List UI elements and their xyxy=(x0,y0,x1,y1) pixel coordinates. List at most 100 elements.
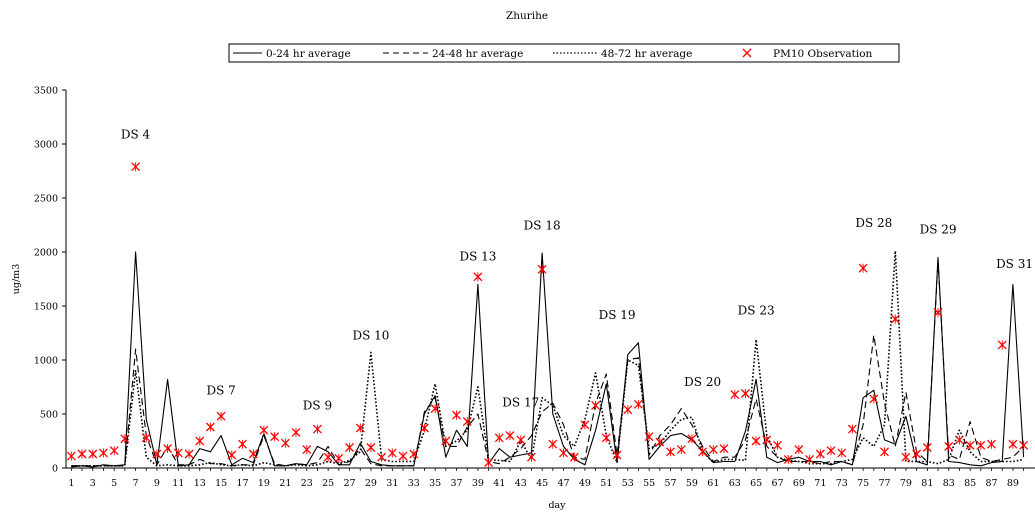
pm10-observation-point xyxy=(280,438,290,448)
pm10-observation-point xyxy=(216,411,226,421)
x-tick-label: 53 xyxy=(622,478,634,489)
observation-markers xyxy=(66,162,1029,468)
dust-storm-label: DS 4 xyxy=(121,128,151,142)
pm10-observation-point xyxy=(195,436,205,446)
x-tick-label: 29 xyxy=(365,478,377,489)
legend-label-48-72: 48-72 hr average xyxy=(601,48,692,60)
series-line-48-72-hr-average xyxy=(71,250,1024,467)
pm10-observation-point xyxy=(131,162,141,172)
pm10-observation-point xyxy=(462,417,472,427)
pm10-observation-point xyxy=(173,448,183,458)
x-tick-label: 89 xyxy=(1007,478,1019,489)
x-axis-title: day xyxy=(548,500,566,511)
pm10-observation-point xyxy=(869,394,879,404)
series-lines xyxy=(71,250,1025,468)
x-tick-label: 57 xyxy=(665,478,677,489)
x-tick-label: 55 xyxy=(643,478,655,489)
series-line-24-48-hr-average xyxy=(71,260,1024,467)
x-tick-label: 83 xyxy=(943,478,955,489)
pm10-observation-point xyxy=(751,436,761,446)
pm10-observation-point xyxy=(527,452,536,462)
pm10-observation-point xyxy=(933,308,943,317)
x-tick-label: 13 xyxy=(194,478,206,489)
pm10-observation-point xyxy=(623,405,633,415)
pm10-observation-point xyxy=(666,447,675,457)
pm10-observation-point xyxy=(355,423,365,433)
pm10-observation-point xyxy=(516,435,526,445)
pm10-observation-point xyxy=(783,454,793,464)
x-tick-label: 37 xyxy=(451,478,463,489)
pm10-observation-point xyxy=(912,449,922,459)
pm10-observation-point xyxy=(612,450,622,460)
pm10-observation-point xyxy=(773,440,782,450)
pm10-observation-point xyxy=(270,432,280,442)
dust-storm-label: DS 17 xyxy=(502,395,539,409)
pm10-observation-point xyxy=(302,445,312,455)
x-tick-label: 75 xyxy=(857,478,869,489)
pm10-observation-point xyxy=(66,451,76,461)
pm10-observation-point xyxy=(826,446,836,456)
pm10-observation-point xyxy=(762,435,772,445)
dust-storm-label: DS 13 xyxy=(459,250,496,264)
x-tick-label: 59 xyxy=(686,478,698,489)
pm10-observation-point xyxy=(537,264,547,274)
pm10-observation-point xyxy=(312,424,322,434)
x-tick-label: 9 xyxy=(154,478,160,489)
x-tick-label: 71 xyxy=(814,478,826,489)
x-tick-label: 81 xyxy=(921,478,933,489)
pm10-observation-point xyxy=(419,423,429,433)
x-tick-label: 47 xyxy=(558,478,570,489)
pm10-observation-point xyxy=(719,444,729,454)
pm10-observation-point xyxy=(805,454,815,464)
pm10-observation-point xyxy=(698,447,708,457)
x-tick-label: 3 xyxy=(90,478,96,489)
pm10-observation-point xyxy=(591,400,601,410)
pm10-observation-point xyxy=(655,437,665,447)
pm10-observation-point xyxy=(687,434,697,444)
y-tick-label: 2500 xyxy=(34,194,58,205)
pm10-observation-point xyxy=(837,448,847,458)
x-tick-label: 1 xyxy=(68,478,74,489)
pm10-observation-point xyxy=(259,425,269,435)
x-tick-label: 79 xyxy=(900,478,912,489)
dust-storm-label: DS 9 xyxy=(303,399,332,413)
x-tick-label: 43 xyxy=(515,478,527,489)
pm10-observation-point xyxy=(238,439,247,449)
dust-storm-label: DS 19 xyxy=(599,308,636,322)
pm10-observation-point xyxy=(473,272,483,282)
x-tick-label: 77 xyxy=(879,478,891,489)
legend-label-0-24: 0-24 hr average xyxy=(266,48,351,60)
y-ticks: 0 500 1000 1500 2000 2500 3000 3500 xyxy=(34,86,66,475)
x-tick-label: 19 xyxy=(258,478,270,489)
x-tick-label: 7 xyxy=(133,478,139,489)
pm10-observation-point xyxy=(152,449,162,459)
pm10-observation-point xyxy=(109,446,119,456)
chart-title: Zhurihe xyxy=(506,10,548,22)
dust-storm-label: DS 18 xyxy=(524,218,561,232)
pm10-observation-point xyxy=(815,449,825,459)
pm10-observation-point xyxy=(430,404,440,414)
x-tick-label: 65 xyxy=(750,478,762,489)
x-tick-label: 61 xyxy=(707,478,719,489)
pm10-observation-point xyxy=(880,447,889,457)
pm10-observation-point xyxy=(205,422,215,432)
y-tick-label: 2000 xyxy=(34,248,58,259)
x-tick-label: 5 xyxy=(111,478,117,489)
pm10-observation-point xyxy=(559,448,568,458)
pm10-observation-point xyxy=(323,452,333,462)
y-axis-title: ug/m3 xyxy=(11,264,22,294)
pm10-observation-point xyxy=(633,399,643,409)
pm10-observation-point xyxy=(954,435,964,445)
pm10-observation-point xyxy=(141,433,151,443)
pm10-observation-point xyxy=(452,410,461,420)
pm10-observation-point xyxy=(398,451,408,461)
x-tick-label: 85 xyxy=(964,478,976,489)
pm10-observation-point xyxy=(88,449,98,459)
dust-storm-label: DS 20 xyxy=(684,375,721,389)
dust-storm-label: DS 31 xyxy=(996,257,1033,271)
pm10-observation-point xyxy=(901,452,911,462)
pm10-observation-point xyxy=(944,441,954,451)
x-tick-label: 51 xyxy=(600,478,612,489)
pm10-observation-point xyxy=(387,448,397,458)
